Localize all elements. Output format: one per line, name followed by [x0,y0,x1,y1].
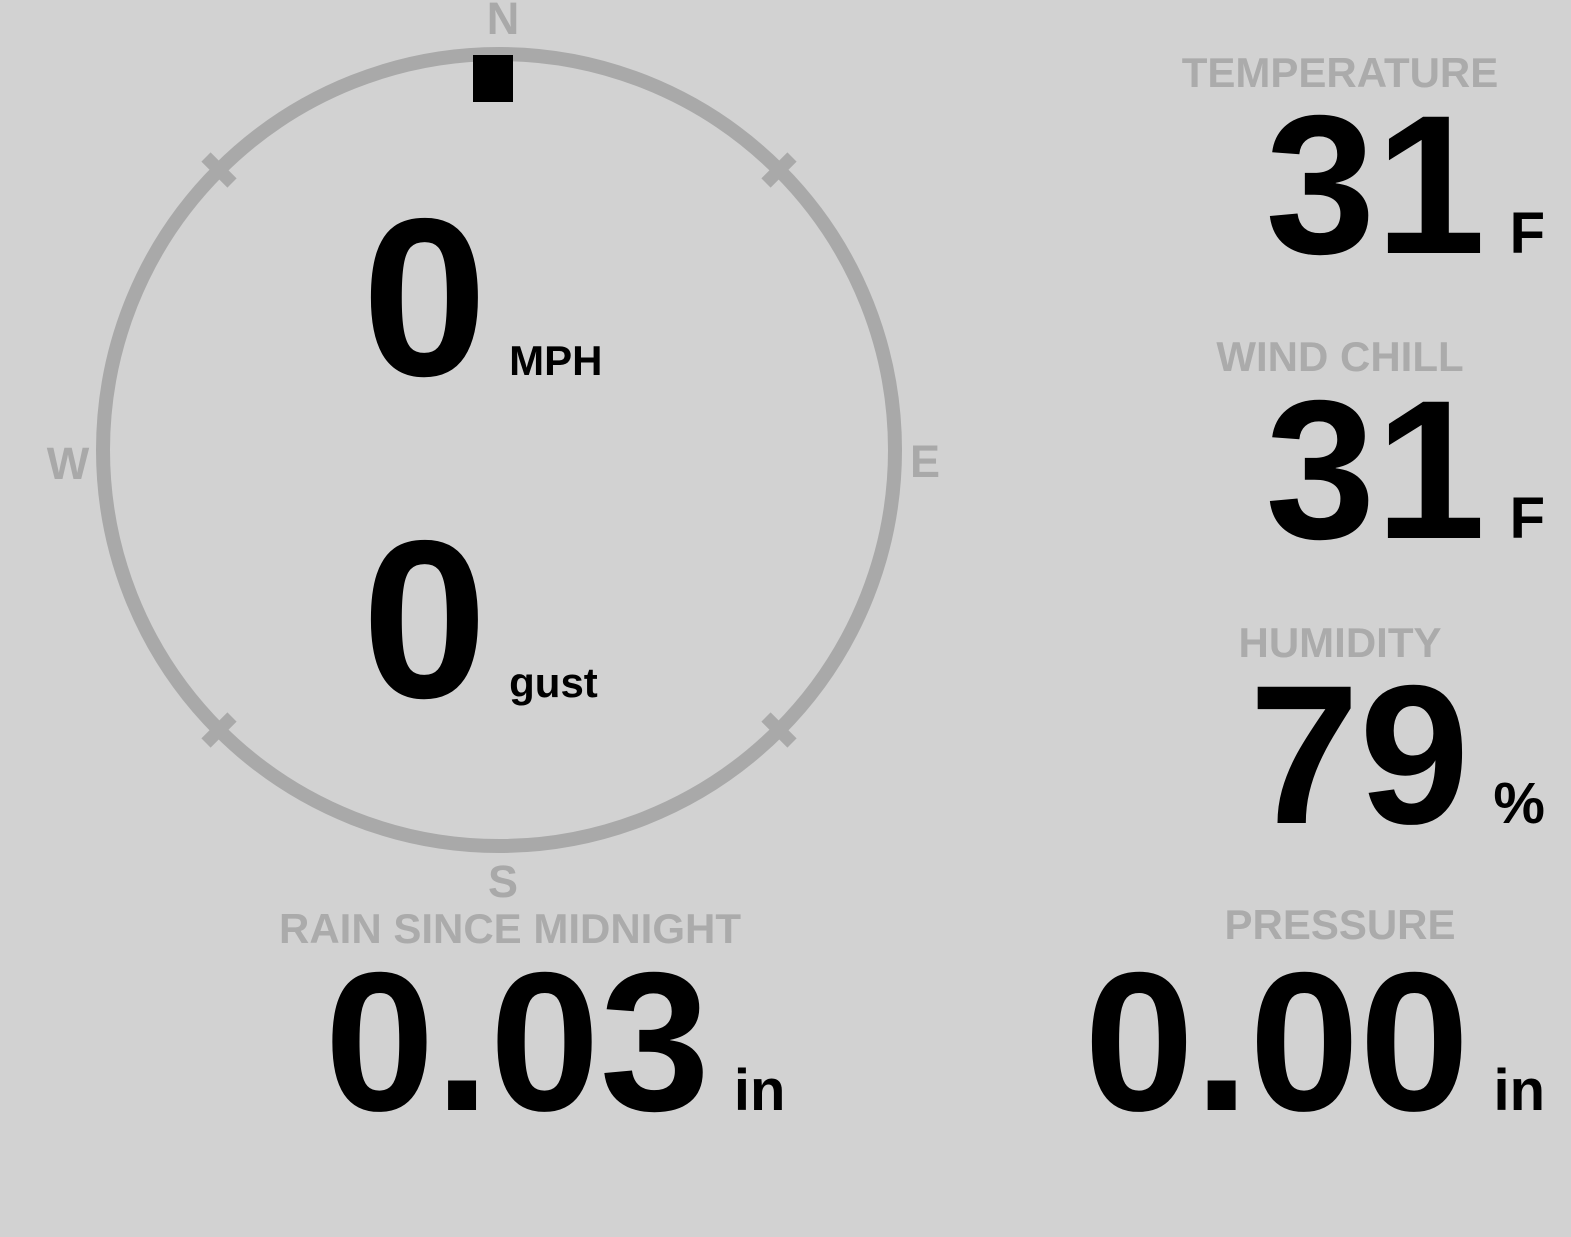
compass-graphic [96,47,902,853]
compass-cardinal-west: W [46,438,90,489]
wind-gust-value: 0 [362,493,488,745]
wind-compass: N E S W 0 MPH 0 gust [0,0,1010,910]
temperature-value: 31 [1265,74,1486,295]
pressure-label: PRESSURE [1224,901,1456,948]
wind-speed: 0 MPH [362,185,602,410]
wind-gust-unit: gust [509,659,598,706]
wind-speed-unit: MPH [509,337,603,384]
compass-tick-se [761,712,797,748]
compass-cardinal-east: E [909,436,940,487]
wind-chill-value: 31 [1265,359,1486,580]
rain-since-midnight-unit: in [733,1058,786,1123]
compass-tick-sw [201,712,237,748]
wind-direction-indicator [473,55,513,102]
humidity-unit: % [1493,771,1545,836]
rain-since-midnight-value: 0.03 [324,931,710,1152]
temperature-unit: F [1509,201,1545,266]
wind-speed-value: 0 [362,171,488,423]
compass-tick-nw [201,152,237,188]
temperature-value-row: 31 F [1265,86,1545,284]
rain-since-midnight-value-row: 0.03 in [60,943,1050,1141]
pressure-value-row: 0.00 in [1084,943,1545,1141]
wind-chill-value-row: 31 F [1265,371,1545,569]
wind-chill-unit: F [1509,486,1545,551]
temperature-label: TEMPERATURE [1181,49,1499,96]
wind-chill-label: WIND CHILL [1216,333,1464,380]
wind-gust: 0 gust [362,507,598,732]
compass-tick-ne [761,152,797,188]
rain-since-midnight-label: RAIN SINCE MIDNIGHT [279,905,741,952]
compass-ring [96,47,902,853]
humidity-label: HUMIDITY [1238,619,1442,666]
humidity-value: 79 [1249,644,1470,865]
humidity-value-row: 79 % [1249,656,1545,854]
pressure-unit: in [1493,1058,1545,1123]
compass-cardinal-south: S [487,856,518,907]
compass-cardinal-north: N [486,0,520,44]
pressure-value: 0.00 [1084,931,1470,1152]
